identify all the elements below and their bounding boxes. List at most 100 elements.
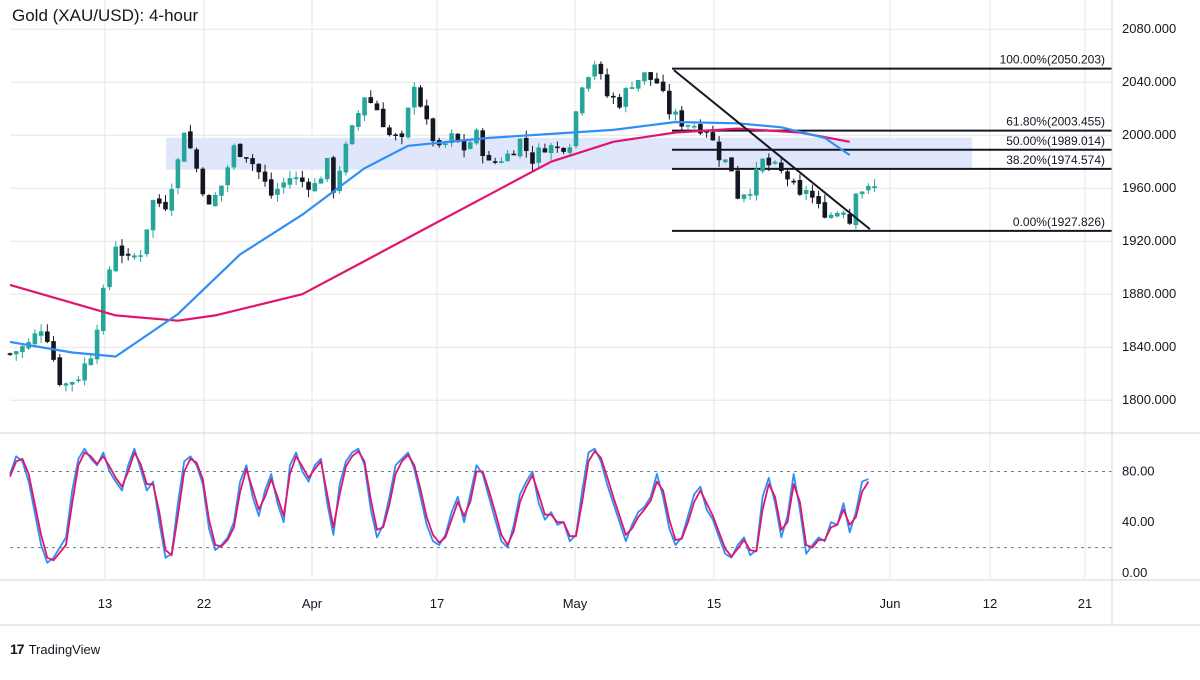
candle-body	[430, 118, 436, 142]
candle-body	[766, 157, 772, 166]
price-tick-label: 2080.000	[1122, 21, 1176, 36]
candle-body	[132, 255, 137, 258]
candle-body	[598, 63, 604, 75]
candle-body	[760, 158, 765, 172]
candle-body	[300, 177, 305, 182]
candle-body	[679, 110, 685, 127]
candle-body	[754, 168, 759, 196]
price-tick-label: 2040.000	[1122, 74, 1176, 89]
candle-body	[586, 77, 591, 89]
candle-body	[418, 87, 423, 107]
candle-body	[536, 147, 542, 163]
candle-body	[710, 132, 716, 141]
candle-body	[393, 134, 398, 137]
stoch-tick-label: 40.00	[1122, 514, 1155, 529]
candle-body	[7, 353, 13, 355]
axis-layer: 2080.000 2040.000 2000.000 1960.000 1920.000…	[0, 0, 1200, 626]
candle-body	[474, 129, 479, 144]
tradingview-label: TradingView	[28, 641, 101, 657]
candle-body	[859, 191, 865, 195]
time-tick-label: 15	[707, 596, 721, 611]
fib-level-label: 38.20%(1974.574)	[1006, 153, 1105, 167]
candle-body	[685, 125, 691, 127]
fib-layer: 100.00%(2050.203) 61.80%(2003.455) 50.00%(…	[672, 53, 1112, 232]
candle-body	[225, 167, 230, 186]
candle-body	[262, 171, 268, 182]
candle-body	[729, 157, 734, 172]
candle-body	[337, 170, 342, 192]
candle-body	[200, 168, 206, 195]
candle-body	[691, 125, 697, 128]
candle-body	[822, 202, 828, 218]
time-tick-label: 21	[1078, 596, 1092, 611]
candle-body	[467, 142, 473, 149]
candle-body	[113, 246, 119, 272]
candle-body	[660, 81, 666, 91]
candle-body	[722, 159, 728, 163]
stoch-tick-label: 0.00	[1122, 565, 1147, 580]
fib-level-label: 0.00%(1927.826)	[1013, 215, 1105, 229]
candle-body	[38, 331, 44, 336]
candle-body	[449, 133, 454, 144]
price-tick-label: 2000.000	[1122, 127, 1176, 142]
candle-body	[511, 153, 517, 156]
candle-body	[324, 157, 330, 180]
candle-body	[331, 157, 336, 193]
time-tick-label: Jun	[880, 596, 901, 611]
candle-body	[411, 86, 417, 108]
candle-body	[523, 137, 529, 151]
candle-body	[268, 179, 274, 196]
candle-body	[125, 253, 131, 256]
candle-body	[150, 200, 156, 231]
candle-body	[256, 163, 262, 173]
candle-body	[343, 143, 349, 173]
candle-body	[356, 113, 361, 127]
candle-body	[156, 198, 162, 204]
fib-level-label: 100.00%(2050.203)	[1000, 53, 1105, 67]
candle-body	[772, 161, 778, 164]
candle-body	[362, 97, 367, 116]
price-tick-label: 1920.000	[1122, 233, 1176, 248]
price-tick-label: 1880.000	[1122, 286, 1176, 301]
candle-body	[138, 255, 143, 257]
candle-body	[629, 87, 635, 89]
candle-body	[604, 74, 610, 97]
time-tick-label: 12	[983, 596, 997, 611]
candle-body	[107, 269, 112, 288]
price-tick-label: 1840.000	[1122, 339, 1176, 354]
time-tick-label: Apr	[302, 596, 323, 611]
candle-body	[667, 90, 672, 115]
candle-body	[318, 178, 324, 184]
candle-body	[530, 152, 535, 164]
candle-body	[747, 194, 753, 196]
candle-body	[88, 358, 94, 366]
candle-body	[517, 138, 523, 157]
candle-body	[611, 95, 616, 98]
candle-body	[163, 201, 168, 210]
candle-body	[45, 331, 50, 342]
candle-body	[206, 195, 212, 205]
candle-body	[82, 363, 87, 381]
resistance-zone	[166, 137, 972, 170]
candle-body	[480, 130, 486, 157]
candle-body	[573, 111, 579, 147]
candle-body	[312, 183, 318, 192]
candle-body	[13, 351, 19, 355]
candle-body	[648, 72, 653, 80]
candle-body	[872, 186, 877, 189]
candle-body	[244, 157, 249, 159]
time-tick-label: 22	[197, 596, 211, 611]
candle-body	[673, 111, 678, 115]
candle-body	[219, 185, 224, 196]
price-tick-label: 1800.000	[1122, 392, 1176, 407]
time-tick-label: 17	[430, 596, 444, 611]
candle-body	[281, 182, 286, 188]
tradingview-brand[interactable]: 17 TradingView	[10, 641, 100, 657]
candle-body	[380, 108, 386, 128]
candle-body	[803, 189, 809, 194]
candle-body	[20, 346, 25, 353]
stoch-tick-label: 80.00	[1122, 464, 1155, 479]
candle-body	[623, 88, 629, 107]
